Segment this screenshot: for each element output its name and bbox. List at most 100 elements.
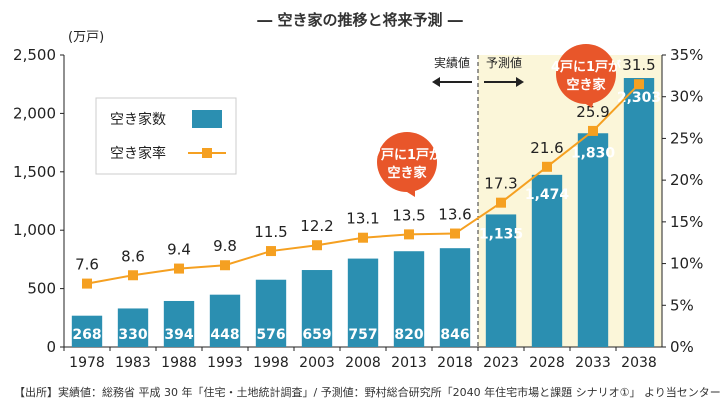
rate-point — [634, 79, 644, 90]
rate-value-label: 8.6 — [121, 247, 145, 265]
legend-box — [95, 97, 237, 175]
actual-phase-label: 実績値 — [434, 55, 470, 70]
bar — [531, 174, 563, 347]
rate-point — [404, 229, 414, 240]
bar — [117, 308, 149, 347]
rate-value-label: 12.2 — [300, 217, 333, 235]
y-right-tick-label: 20% — [670, 171, 703, 189]
rate-point — [542, 161, 552, 172]
x-tick-label: 2028 — [529, 355, 565, 371]
callout-bubble — [377, 132, 437, 192]
rate-point — [266, 246, 276, 257]
bar-value-label: 394 — [164, 327, 193, 343]
x-tick-label: 2023 — [483, 355, 519, 371]
callout-tail — [578, 99, 594, 108]
callout-bubble — [556, 44, 616, 104]
rate-value-label: 9.8 — [213, 237, 237, 255]
y-left-tick-label: 1,000 — [13, 221, 56, 239]
callout-line1: 7戸に1戸が — [372, 147, 442, 163]
bar-value-label: 576 — [256, 327, 285, 343]
x-tick-label: 1988 — [161, 355, 197, 371]
rate-value-label: 13.5 — [392, 206, 425, 224]
rate-point — [450, 228, 460, 239]
bar-value-label: 1,135 — [479, 226, 523, 242]
y-right-tick-label: 25% — [670, 129, 703, 147]
x-tick-label: 2013 — [391, 355, 427, 371]
callout-tail — [399, 187, 415, 197]
x-tick-label: 1978 — [69, 355, 105, 371]
bar — [623, 78, 655, 348]
bar — [347, 258, 379, 347]
source-note: 【出所】実績値：総務省 平成 30 年「住宅・土地統計調査」/ 予測値：野村総合… — [14, 386, 720, 399]
bar-value-label: 1,830 — [571, 145, 616, 161]
x-tick-label: 1983 — [115, 355, 151, 371]
y-left-tick-label: 500 — [27, 280, 56, 298]
rate-value-label: 13.6 — [438, 206, 471, 224]
x-tick-label: 1998 — [253, 355, 289, 371]
x-tick-label: 2018 — [437, 355, 473, 371]
legend-bar-label: 空き家数 — [110, 111, 166, 128]
bar-value-label: 448 — [210, 327, 239, 343]
rate-value-label: 11.5 — [254, 223, 287, 241]
y-right-tick-label: 0% — [670, 338, 694, 356]
rate-point — [358, 232, 368, 243]
y-left-tick-label: 2,000 — [13, 104, 56, 122]
rate-value-label: 7.6 — [75, 256, 99, 274]
bar-value-label: 268 — [72, 327, 101, 343]
y-left-tick-label: 1,500 — [13, 163, 56, 181]
y-right-tick-label: 30% — [670, 88, 703, 106]
chart-title: ― 空き家の推移と将来予測 ― — [257, 11, 462, 29]
rate-value-label: 9.4 — [167, 241, 191, 259]
y-left-tick-label: 2,500 — [13, 46, 56, 64]
bar — [301, 270, 333, 347]
bar — [255, 279, 287, 347]
rate-point — [312, 240, 322, 251]
bar — [577, 133, 609, 347]
bar-value-label: 1,474 — [525, 187, 570, 203]
y-left-unit: (万戸) — [68, 30, 104, 45]
x-tick-label: 2003 — [299, 355, 335, 371]
y-right-tick-label: 15% — [670, 213, 703, 231]
y-left-tick-label: 0 — [46, 338, 56, 356]
rate-value-label: 13.1 — [346, 210, 379, 228]
rate-point — [82, 278, 92, 289]
bar-value-label: 757 — [348, 327, 377, 343]
y-right-tick-label: 35% — [670, 46, 703, 64]
callout-line2: 空き家 — [566, 77, 606, 93]
legend-bar-swatch — [192, 110, 222, 128]
rate-value-label: 25.9 — [576, 103, 609, 121]
y-right-tick-label: 5% — [670, 296, 694, 314]
rate-point — [588, 125, 598, 136]
rate-point — [174, 263, 184, 274]
bar — [439, 248, 471, 347]
rate-value-label: 17.3 — [484, 175, 517, 193]
rate-point — [220, 260, 230, 271]
x-tick-label: 2038 — [621, 355, 657, 371]
rate-point — [496, 197, 506, 208]
bar-value-label: 820 — [394, 327, 423, 343]
rate-point — [128, 270, 138, 281]
bar — [163, 300, 195, 347]
bar — [71, 315, 103, 347]
bar-value-label: 2,303 — [617, 90, 661, 106]
actual-arrow-head — [432, 77, 440, 87]
bar-value-label: 659 — [302, 327, 331, 343]
bar-value-label: 846 — [440, 327, 469, 343]
y-right-tick-label: 10% — [670, 255, 703, 273]
forecast-arrow-head — [516, 77, 524, 87]
forecast-phase-label: 予測値 — [486, 55, 522, 70]
rate-value-label: 31.5 — [622, 56, 655, 74]
bar — [393, 251, 425, 347]
x-tick-label: 2008 — [345, 355, 381, 371]
legend-line-marker — [202, 148, 212, 158]
bar — [209, 294, 241, 347]
bar — [485, 214, 517, 347]
x-tick-label: 1993 — [207, 355, 243, 371]
callout-line1: 4戸に1戸が — [551, 59, 621, 75]
rate-value-label: 21.6 — [530, 139, 563, 157]
callout-line2: 空き家 — [387, 165, 427, 181]
x-tick-label: 2033 — [575, 355, 611, 371]
bar-value-label: 330 — [118, 327, 147, 343]
legend-line-label: 空き家率 — [110, 145, 166, 162]
